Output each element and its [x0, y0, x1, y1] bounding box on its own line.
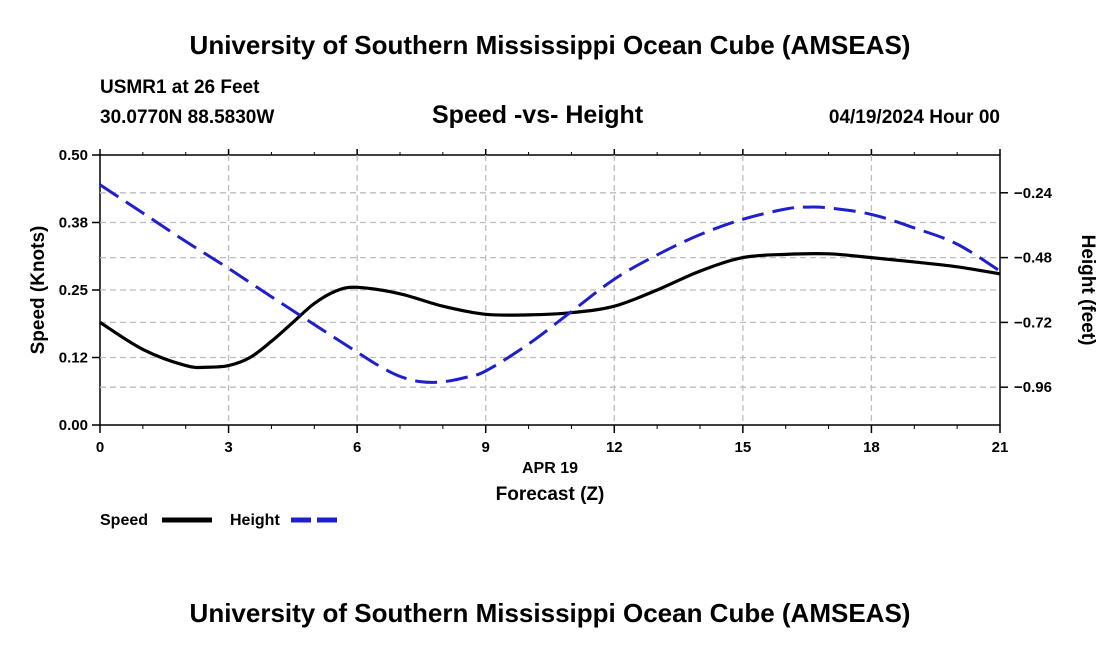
height-series-line [99, 183, 1001, 384]
y2-tick-label: −0.24 [1014, 185, 1053, 202]
chart-title: Speed -vs- Height [432, 101, 644, 129]
axes: 0 3 6 9 12 15 18 21 0.00 0.12 0.25 0.38 0.50 −0.96 −0.… [59, 147, 1053, 456]
speed-series-line [99, 251, 1001, 370]
y-tick-label: 0.00 [59, 417, 88, 434]
x-tick-label: 6 [353, 439, 361, 456]
main-title: University of Southern Mississippi Ocean… [189, 30, 911, 60]
y-tick-label: 0.25 [59, 282, 88, 299]
station-label: USMR1 at 26 Feet [100, 77, 260, 98]
y-tick-label: 0.38 [59, 215, 88, 232]
y-tick-label: 0.12 [59, 350, 88, 367]
legend-speed-label: Speed [100, 512, 148, 529]
datetime-label: 04/19/2024 Hour 00 [828, 107, 1000, 128]
x-tick-label: 9 [482, 439, 490, 456]
y-axis-title: Speed (Knots) [28, 226, 49, 355]
y2-tick-label: −0.72 [1014, 314, 1052, 331]
series-lines [99, 183, 1001, 384]
x-axis-title: Forecast (Z) [496, 484, 605, 505]
y-tick-label: 0.50 [59, 147, 88, 164]
x-axis-date-label: APR 19 [522, 460, 578, 477]
coordinates-label: 30.0770N 88.5830W [100, 107, 275, 128]
y2-tick-label: −0.96 [1014, 379, 1052, 396]
grid-lines [100, 155, 1000, 425]
legend-height-label: Height [230, 512, 280, 529]
speed-height-chart: 0 3 6 9 12 15 18 21 0.00 0.12 0.25 0.38 0.50 −0.96 −0.… [28, 147, 1098, 529]
x-tick-label: 3 [224, 439, 232, 456]
x-tick-label: 18 [863, 439, 880, 456]
x-tick-label: 0 [96, 439, 104, 456]
y2-tick-label: −0.48 [1014, 250, 1052, 267]
x-tick-label: 21 [992, 439, 1009, 456]
x-tick-label: 15 [735, 439, 752, 456]
y2-axis-title: Height (feet) [1077, 235, 1098, 346]
legend: Speed Height [100, 512, 343, 529]
x-tick-label: 12 [606, 439, 623, 456]
footer-title: University of Southern Mississippi Ocean… [189, 598, 911, 628]
